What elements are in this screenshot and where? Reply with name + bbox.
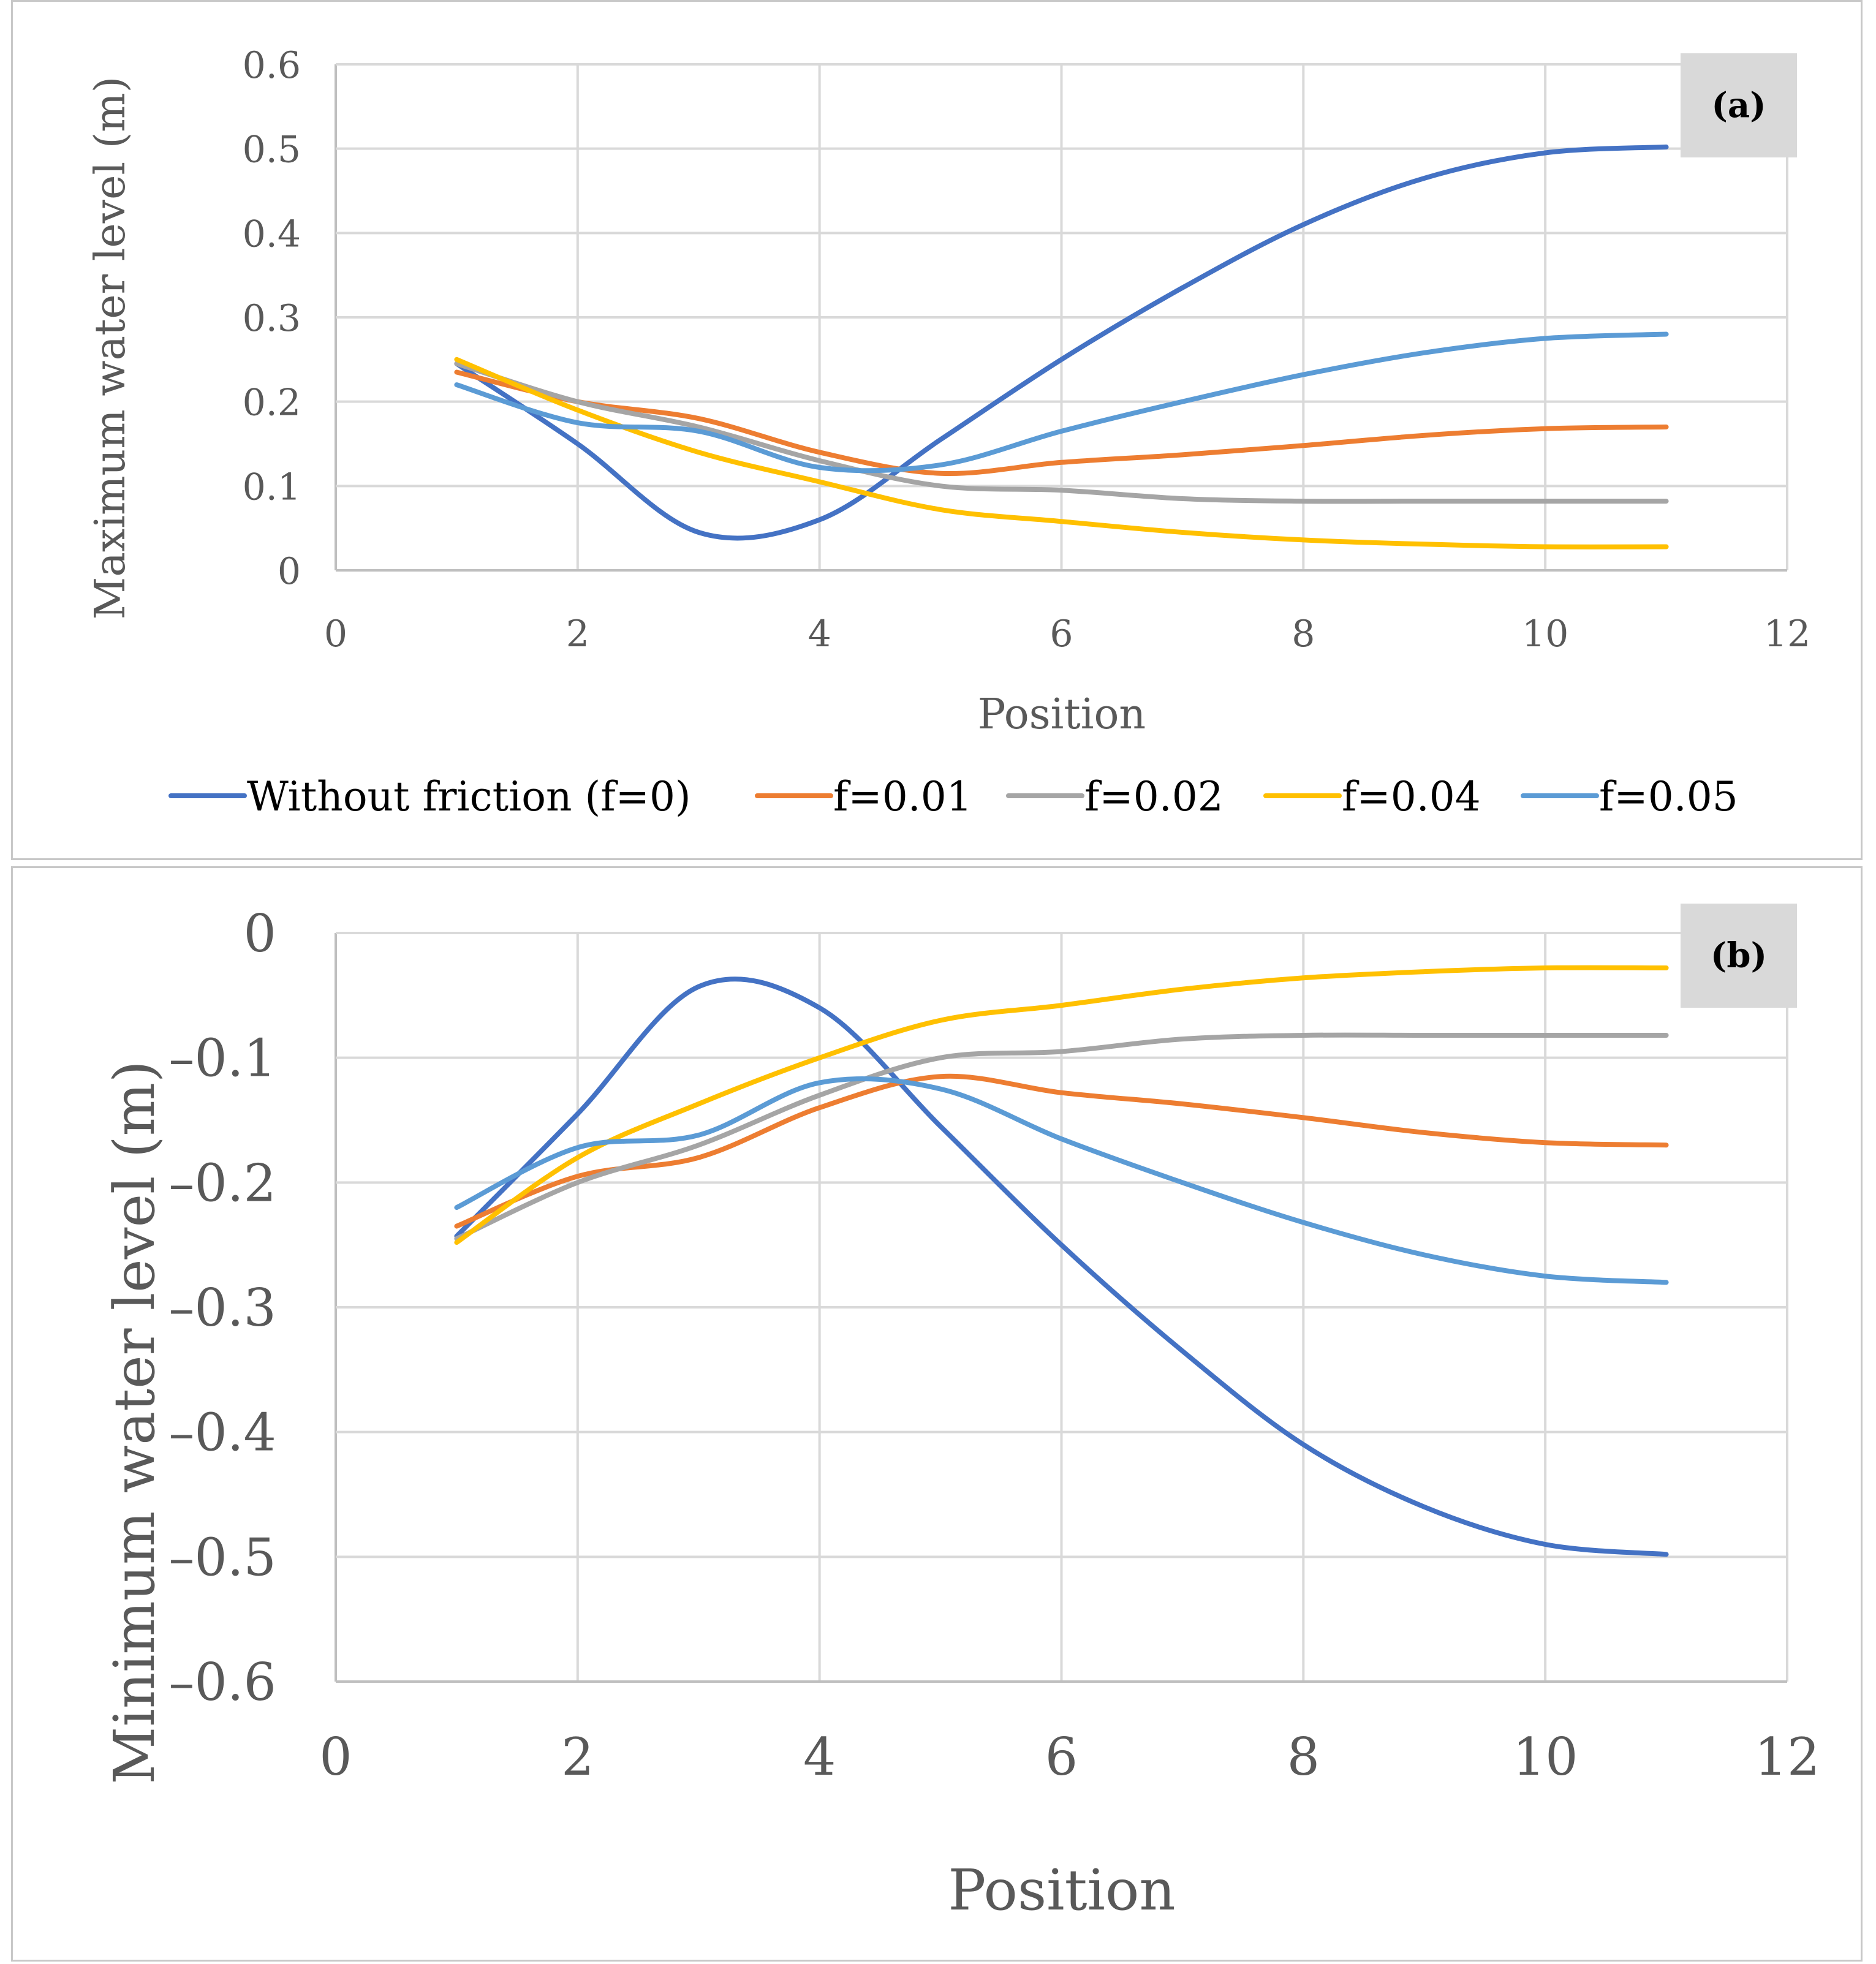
legend: Without friction (f=0) f=0.01 f=0.02 f=0.04… [168,773,1738,820]
series-line-3 [454,361,1669,504]
legend-label: f=0.05 [1599,773,1738,820]
chart-a-x-ticks: 0 2 4 6 8 10 12 [324,613,1810,655]
chart-a-series [454,144,1669,550]
chart-a-grid [335,63,1788,572]
y-tick-label: –0.4 [168,1403,276,1463]
x-tick-label: 4 [808,613,831,655]
series-line-1 [454,144,1669,541]
y-tick-label: 0.1 [243,466,301,508]
y-tick-label: 0.2 [243,382,301,425]
y-tick-label: 0 [278,550,301,593]
x-tick-label: 0 [324,613,347,655]
x-tick-label: 4 [803,1727,836,1787]
y-axis-label-a: Maximum water level (m) [86,77,135,620]
y-tick-label: –0.3 [168,1278,276,1338]
chart-panel-a: 0 0.1 0.2 0.3 0.4 0.5 0.6 0 2 4 6 8 10 12 (a) Positi… [11,0,1863,860]
series-line-5 [454,1076,1669,1285]
chart-b-x-ticks: 0 2 4 6 8 10 12 [319,1727,1820,1787]
y-tick-label: 0 [244,904,276,964]
series-line-4 [454,965,1669,1245]
y-tick-label: 0.5 [243,129,301,172]
series-line-3 [454,1032,1669,1241]
y-tick-label: –0.1 [168,1029,276,1089]
y-tick-label: 0.6 [243,44,301,87]
legend-item-1: Without friction (f=0) [168,773,691,820]
panel-tag-b: (b) [1711,935,1767,976]
chart-b-svg: 0–0.1–0.2–0.3–0.4–0.5–0.6 0 2 4 6 8 10 12 (b) … [102,904,1820,1923]
series-line-2 [454,369,1669,477]
y-tick-label: –0.6 [168,1652,276,1712]
panel-tag-box-a [1681,53,1797,157]
legend-item-2: f=0.01 [755,773,972,820]
y-tick-label: 0.3 [243,297,301,340]
panel-tag-box-b [1681,904,1797,1008]
y-axis-label-b: Minimum water level (m) [102,1060,167,1785]
chart-a-y-ticks: 0 0.1 0.2 0.3 0.4 0.5 0.6 [243,44,301,593]
x-tick-label: 0 [319,1727,352,1787]
series-line-1 [454,976,1669,1557]
legend-item-3: f=0.02 [1006,773,1224,820]
x-tick-label: 12 [1755,1727,1820,1787]
x-tick-label: 2 [561,1727,594,1787]
x-tick-label: 8 [1292,613,1315,655]
x-axis-label-b: Position [948,1857,1175,1923]
x-tick-label: 6 [1050,613,1073,655]
x-tick-label: 12 [1764,613,1810,655]
chart-panel-b: 0 –0.1 –0.2 –0.3 –0.4 –0.5 –0.6 0 2 4 6 8 10 12 (b) … [11,866,1863,1962]
y-tick-label: –0.2 [168,1153,276,1213]
y-tick-label: –0.5 [168,1527,276,1587]
x-tick-label: 10 [1522,613,1568,655]
x-tick-label: 10 [1513,1727,1578,1787]
legend-item-4: f=0.04 [1263,773,1481,820]
chart-b-grid [335,932,1788,1683]
chart-b-y-ticks: 0 –0.1 –0.2 –0.3 –0.4 –0.5 –0.6 [168,904,276,1712]
x-tick-label: 6 [1045,1727,1078,1787]
legend-label: f=0.04 [1342,773,1481,820]
panel-tag-a: (a) [1711,85,1766,126]
chart-b-series [454,965,1669,1557]
y-tick-label: 0.4 [243,213,301,255]
x-axis-label-a: Position [978,690,1146,739]
chart-a-svg: 0 0.1 0.2 0.3 0.4 0.5 0.6 0 2 4 6 8 10 12 (a) Positi… [86,44,1810,820]
legend-label: f=0.02 [1084,773,1224,820]
legend-label: Without friction (f=0) [247,773,691,820]
legend-item-5: f=0.05 [1521,773,1738,820]
series-line-5 [454,331,1669,474]
series-line-4 [454,357,1669,550]
x-tick-label: 8 [1287,1727,1320,1787]
series-line-2 [454,1073,1669,1229]
legend-label: f=0.01 [833,773,972,820]
x-tick-label: 2 [566,613,589,655]
